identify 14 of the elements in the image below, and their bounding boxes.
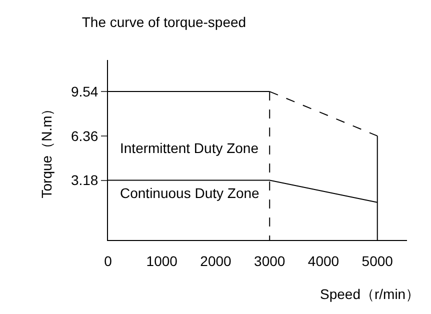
x-tick-label: 0 [104,252,112,269]
x-tick-label: 4000 [308,252,340,269]
x-axis-title: Speed（r/min） [320,286,420,302]
y-axis-title: Torque（N.m） [38,102,55,198]
x-tick-label: 1000 [146,252,178,269]
annotation: Intermittent Duty Zone [120,140,259,156]
y-tick-label: 3.18 [70,172,98,188]
y-tick-label: 9.54 [70,83,98,100]
x-tick-label: 2000 [200,252,232,269]
chart-title: The curve of torque-speed [82,14,246,30]
x-tick-label: 5000 [362,252,394,269]
x-tick-label: 3000 [254,252,286,269]
annotation: Continuous Duty Zone [120,185,260,201]
y-tick-label: 6.36 [70,128,98,144]
